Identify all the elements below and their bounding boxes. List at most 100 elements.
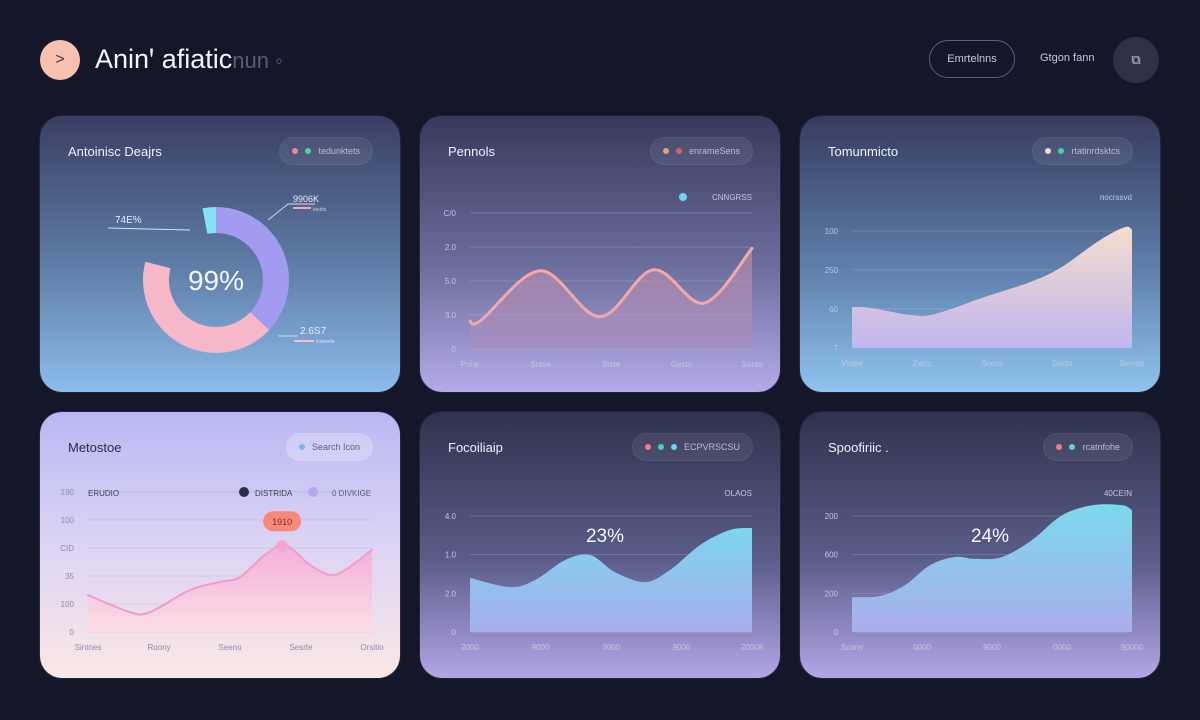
x-tick-label: 0000: [913, 643, 931, 652]
card-title: Pennols: [448, 144, 495, 159]
card-title: Antoinisc Deajrs: [68, 144, 162, 159]
x-tick-label: Seonte: [1119, 359, 1145, 368]
y-tick-label: C/0: [444, 209, 457, 218]
legend-series-label: DISTRIDA: [255, 489, 293, 498]
annotation-value: 2.6S7: [300, 326, 327, 337]
annotation-leader-line: [107, 227, 191, 231]
legend-dot: [292, 148, 299, 154]
legend-label: rcatnfohe: [1082, 442, 1120, 452]
y-tick-label: 4.0: [445, 512, 457, 521]
y-tick-label: 60: [829, 305, 838, 314]
legend-filter-pill[interactable]: Search Icon: [285, 433, 373, 461]
legend-dot: [644, 444, 651, 450]
chart-svg: 99% 74E% 9906K ktebts 2.6S7 tcsnsets: [107, 194, 335, 353]
chart-svg: 0 3.0 5.0 2.0 C/0 Pone Sntse Stete Gecto Sonto CNN…: [444, 193, 763, 369]
chart-svg: 0 2.0 1.0 4.0 2000 9000 3000 9000 20008 OLAOS 23%: [445, 489, 764, 652]
chart-svg: 0 200 600 200 Scons 0000 9000 0000 90000 40CEIN 24…: [825, 489, 1144, 652]
area-fill: [88, 544, 372, 632]
y-tick-label: 100: [61, 516, 75, 525]
card-title: Tomunmicto: [828, 144, 899, 159]
card-area-chart-cyan: Spoofiriic . rcatnfohe 0 200 600 200 Scons 0000…: [800, 412, 1160, 678]
series-line: [87, 543, 373, 616]
outline-button[interactable]: Emrtelnns: [929, 40, 1015, 78]
area-fill: [470, 248, 752, 349]
app-title-faded: nun ◦: [232, 48, 283, 73]
x-tick-label: Sonto: [742, 360, 763, 369]
x-tick-label: Scoro: [982, 359, 1003, 368]
annotation-bar: [293, 207, 311, 209]
legend-dot: [1069, 444, 1076, 450]
legend-header-label: ERUDIO: [88, 489, 119, 498]
card-area-chart-blue: Focoiliaip ECPVRSCSU 0 2.0 1.0 4.0 2000 9000 300…: [420, 412, 780, 678]
y-tick-label: 7: [834, 344, 839, 353]
copy-button[interactable]: ⧉: [1113, 37, 1159, 83]
tooltip-bubble: [263, 511, 302, 532]
card-title: Metostoe: [68, 440, 122, 455]
x-tick-label: Orsitio: [360, 643, 384, 652]
y-tick-label: 0: [70, 628, 75, 637]
y-tick-label: 100: [825, 227, 839, 236]
x-tick-label: 0000: [1053, 643, 1071, 652]
donut-segment-purple: [143, 207, 289, 353]
legend-dot: [670, 444, 677, 450]
y-tick-label: 0: [452, 345, 457, 354]
legend-label: Search Icon: [311, 442, 360, 452]
x-tick-label: 20008: [741, 643, 764, 652]
y-tick-label: 2.0: [445, 243, 457, 252]
annotation-leader-line: [267, 203, 315, 221]
legend-dot: [662, 148, 669, 154]
x-tick-label: 3000: [602, 643, 620, 652]
series-label: CNNGRSS: [712, 193, 752, 202]
legend-filter-pill[interactable]: tedunktets: [279, 137, 373, 165]
y-tick-label: 3.0: [445, 311, 457, 320]
app-title-text: Aninꞌ afiatic: [95, 44, 233, 74]
peak-marker: [276, 540, 289, 553]
legend-label: tedunktets: [318, 146, 360, 156]
legend-filter-pill[interactable]: enrameSens: [649, 137, 753, 165]
series-line: [468, 246, 754, 326]
area-fill: [852, 226, 1132, 348]
legend-filter-pill[interactable]: rtatinrdsktcs: [1032, 137, 1133, 165]
x-tick-label: Gecto: [671, 360, 693, 369]
series-label: OLAOS: [724, 489, 752, 498]
legend-filter-pill[interactable]: rcatnfohe: [1043, 433, 1133, 461]
series-dot: [679, 193, 687, 201]
y-tick-label: 190: [61, 488, 75, 497]
legend-filter-pill[interactable]: ECPVRSCSU: [631, 433, 753, 461]
card-title: Spoofiriic .: [828, 440, 889, 455]
x-tick-label: Socto: [1052, 359, 1073, 368]
x-tick-label: Sintnes: [75, 643, 102, 652]
y-tick-label: 2.0: [445, 589, 457, 598]
legend-dot: [298, 444, 305, 450]
legend-dot: [1056, 444, 1063, 450]
y-tick-label: 0: [452, 628, 457, 637]
card-area-chart-peach: Tomunmicto rtatinrdsktcs 7 60 250 100 Vtobe Zwc…: [800, 116, 1160, 392]
copy-icon: ⧉: [1131, 52, 1141, 67]
series-label: 40CEIN: [1104, 489, 1132, 498]
chart-svg: 7 60 250 100 Vtobe Zwcc Scoro Socto Seonte nocrss…: [825, 193, 1146, 368]
legend-dot: [308, 487, 318, 497]
y-tick-label: 0: [834, 628, 839, 637]
legend-label: rtatinrdsktcs: [1071, 146, 1120, 156]
x-tick-label: Seeno: [218, 643, 242, 652]
x-tick-label: 9000: [983, 643, 1001, 652]
area-fill: [470, 527, 752, 632]
x-tick-label: Scons: [841, 643, 863, 652]
x-tick-label: Sntse: [530, 360, 551, 369]
app-title: Aninꞌ afiaticnun ◦: [95, 44, 283, 75]
x-tick-label: Vtobe: [842, 359, 863, 368]
text-button[interactable]: Gtgon fann: [1040, 52, 1095, 64]
big-percent-label: 23%: [586, 526, 624, 547]
legend-dot: [675, 148, 682, 154]
x-tick-label: 9000: [673, 643, 691, 652]
y-tick-label: 200: [825, 512, 839, 521]
legend-label: ECPVRSCSU: [683, 442, 740, 452]
card-title: Focoiliaip: [448, 440, 503, 455]
x-tick-label: 9000: [532, 643, 550, 652]
x-tick-label: 2000: [461, 643, 479, 652]
donut-segment-pink: [143, 207, 289, 353]
legend-dot: [657, 444, 664, 450]
y-tick-label: CID: [60, 544, 74, 553]
big-percent-label: 24%: [971, 526, 1009, 547]
back-button[interactable]: >: [40, 40, 80, 80]
